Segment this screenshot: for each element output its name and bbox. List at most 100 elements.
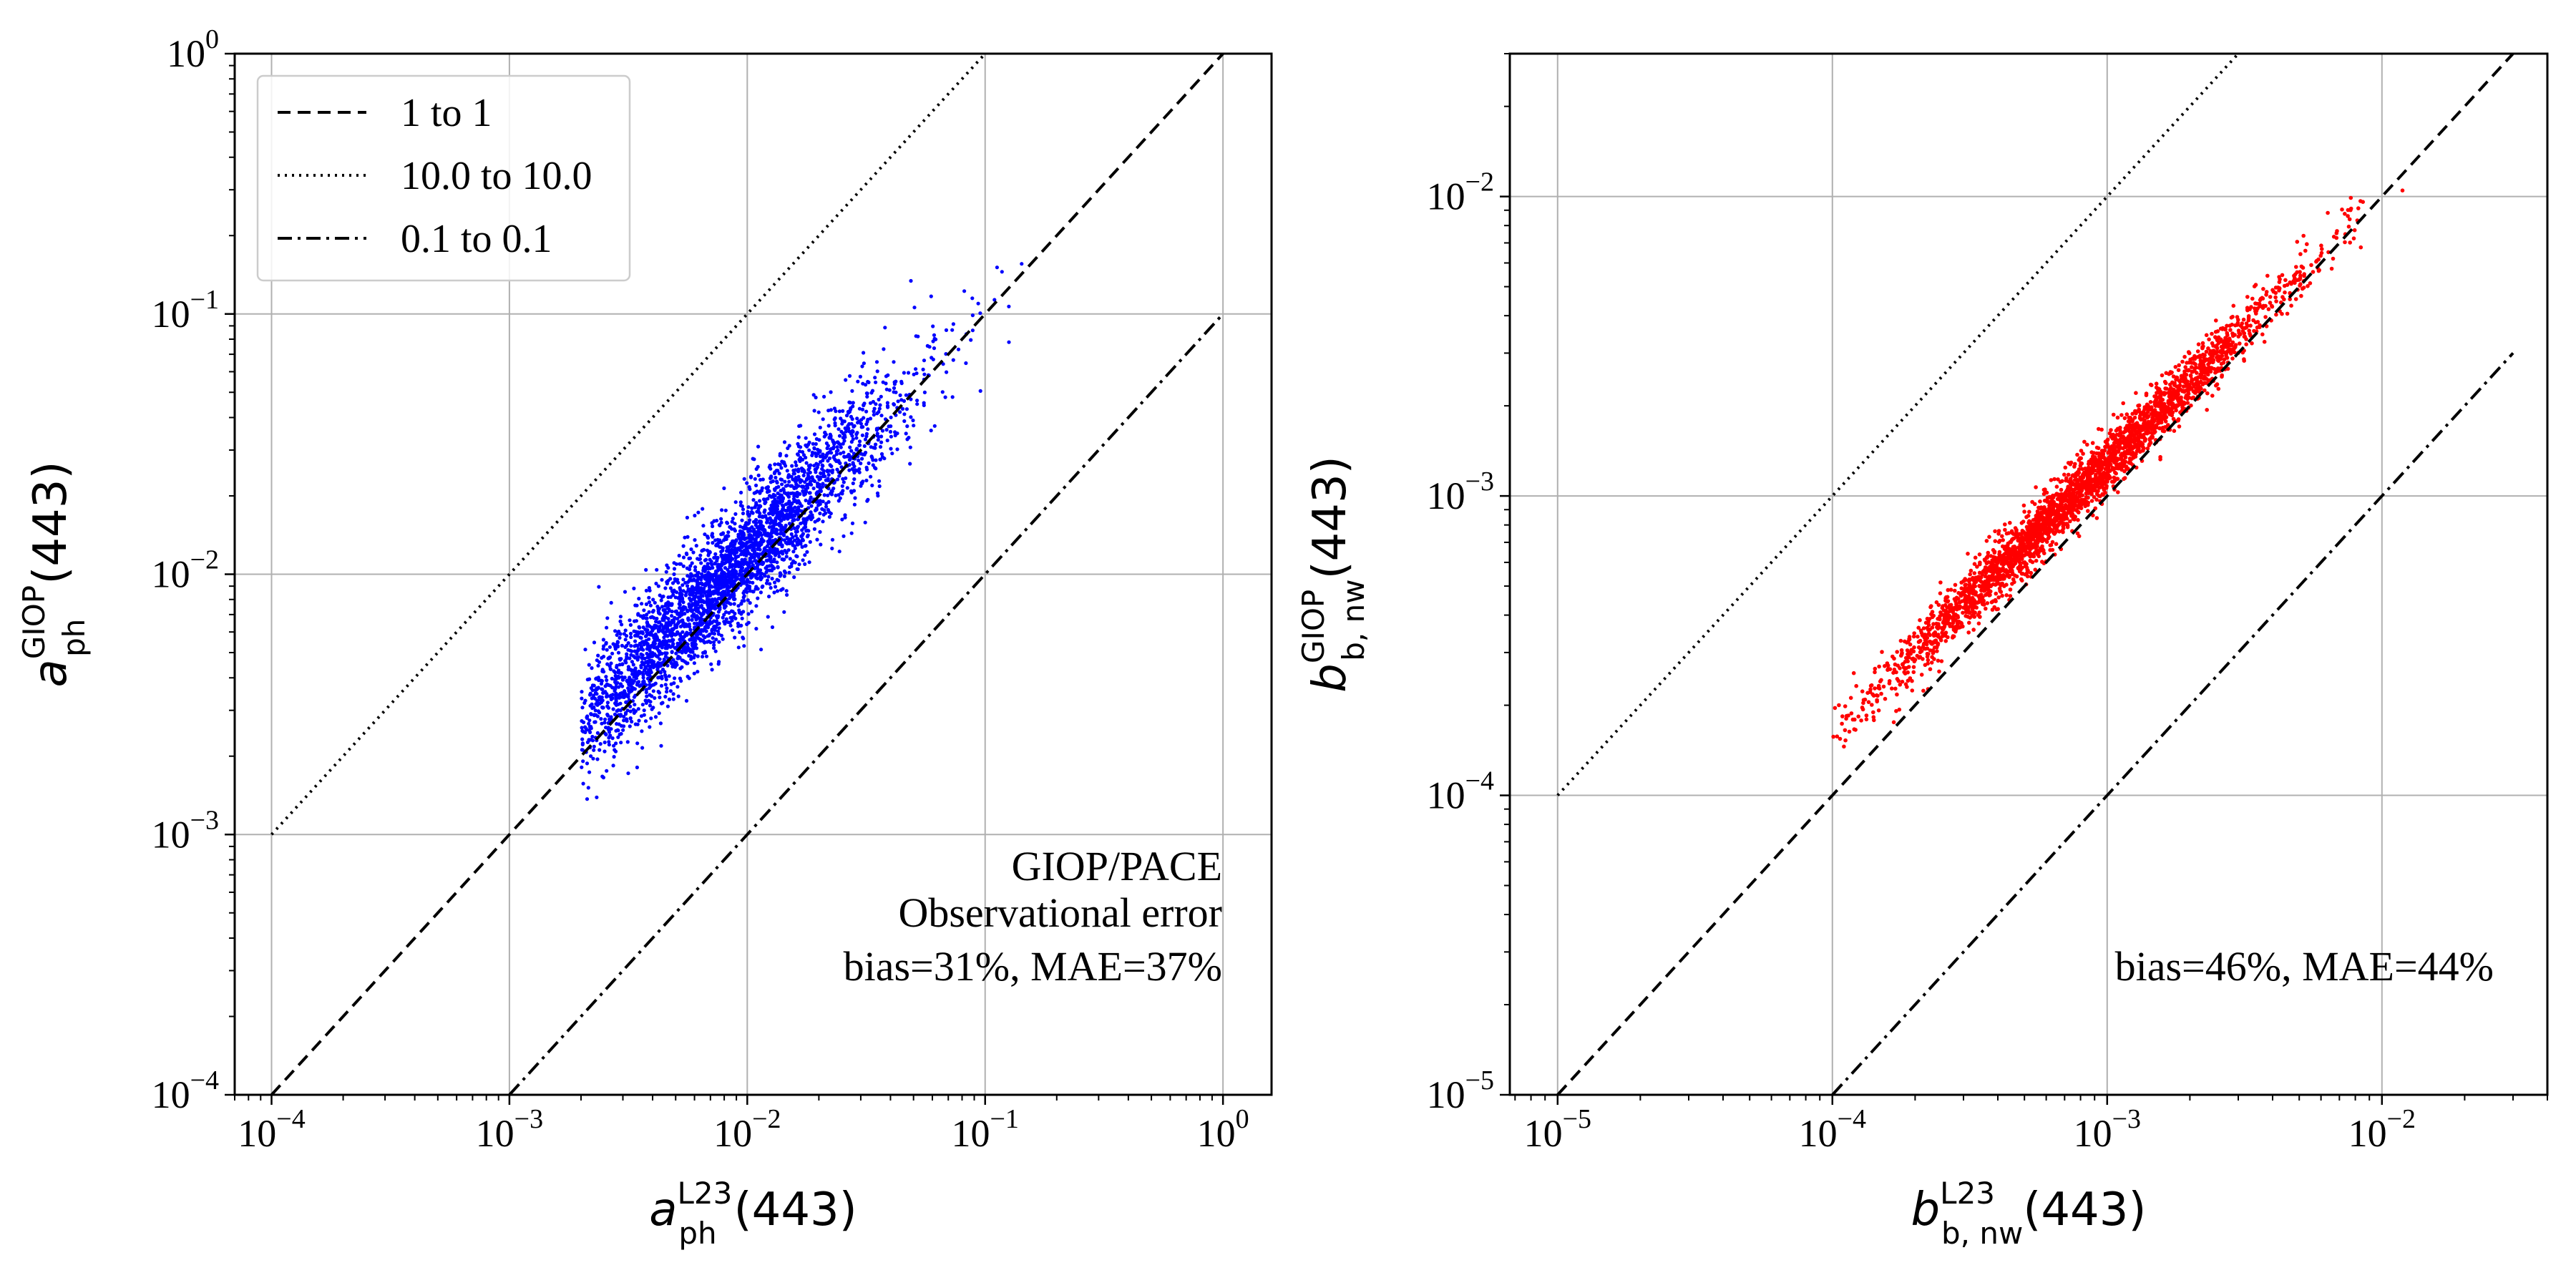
data-point [690,561,694,565]
data-point [849,421,854,426]
data-point [904,393,908,397]
data-point [1842,744,1846,749]
reference-line-dashdot [508,313,1224,1095]
data-point [908,462,912,466]
data-point [698,553,703,557]
data-point [807,448,811,452]
data-point [733,546,737,550]
data-point [771,492,776,497]
x-tick-label: 10−2 [713,1104,781,1155]
data-point [670,650,674,655]
data-point [1935,649,1939,653]
data-point [686,648,691,653]
data-point [623,689,627,693]
data-point [728,577,733,581]
data-point [772,590,776,595]
data-point [1007,304,1011,308]
data-point [790,514,794,519]
data-point [763,532,767,536]
data-point [723,620,728,624]
data-point [1903,682,1908,686]
data-point [871,463,875,467]
data-point [596,709,600,713]
data-point [622,695,626,699]
data-point [781,517,786,521]
data-point [912,424,916,428]
data-point [2270,303,2274,308]
data-point [833,421,837,426]
data-point [620,675,624,679]
data-point [749,509,754,514]
data-point [608,683,613,688]
data-point [663,608,667,612]
x-axis-label: aL23 ph (443) [649,1176,857,1251]
data-point [773,462,777,467]
data-point [700,613,704,618]
data-point [804,544,808,548]
data-point [931,324,935,328]
data-point [740,541,745,545]
data-point [808,540,812,545]
data-point [812,464,816,468]
data-point [701,524,706,528]
data-point [859,462,863,466]
data-point [962,289,967,293]
data-point [648,703,653,708]
data-point [2241,317,2246,322]
data-point [2261,303,2266,308]
data-point [1881,684,1886,689]
data-point [712,632,717,636]
data-point [781,532,786,537]
data-point [849,531,854,535]
data-point [607,740,611,744]
data-point [787,444,791,448]
data-point [865,394,869,399]
data-point [615,640,620,644]
data-point [2210,331,2214,336]
data-point [841,534,846,538]
data-point [796,500,800,504]
data-point [713,561,717,565]
data-point [663,683,668,687]
data-point [611,707,615,711]
data-point [696,654,700,658]
data-point [857,467,862,472]
data-point [710,562,714,567]
data-point [751,590,755,594]
data-point [906,371,911,375]
y-tick-label: 100 [167,24,219,75]
data-point [730,519,734,524]
data-point [804,489,809,494]
data-point [771,510,776,514]
data-point [673,595,678,600]
data-point [760,575,764,580]
data-point [2346,214,2350,218]
data-point [2157,426,2162,431]
data-point [821,455,826,459]
data-point [922,358,927,363]
data-point [2199,376,2203,380]
data-point [834,452,839,457]
data-point [875,434,879,438]
data-point [644,666,648,670]
data-point [612,743,616,748]
data-point [874,402,878,406]
data-point [660,630,665,634]
data-point [1911,670,1916,675]
data-point [632,586,636,591]
data-point [620,678,625,682]
data-point [779,477,783,482]
data-point [688,628,693,632]
data-point [781,497,785,501]
data-point [688,597,693,602]
data-point [628,716,633,721]
data-point [824,511,828,515]
data-point [2085,442,2089,447]
data-point [648,588,652,592]
data-point [2049,478,2054,482]
data-point [622,718,626,723]
data-point [806,533,810,537]
data-point [805,550,809,555]
data-point [2148,400,2153,404]
data-point [701,594,705,598]
